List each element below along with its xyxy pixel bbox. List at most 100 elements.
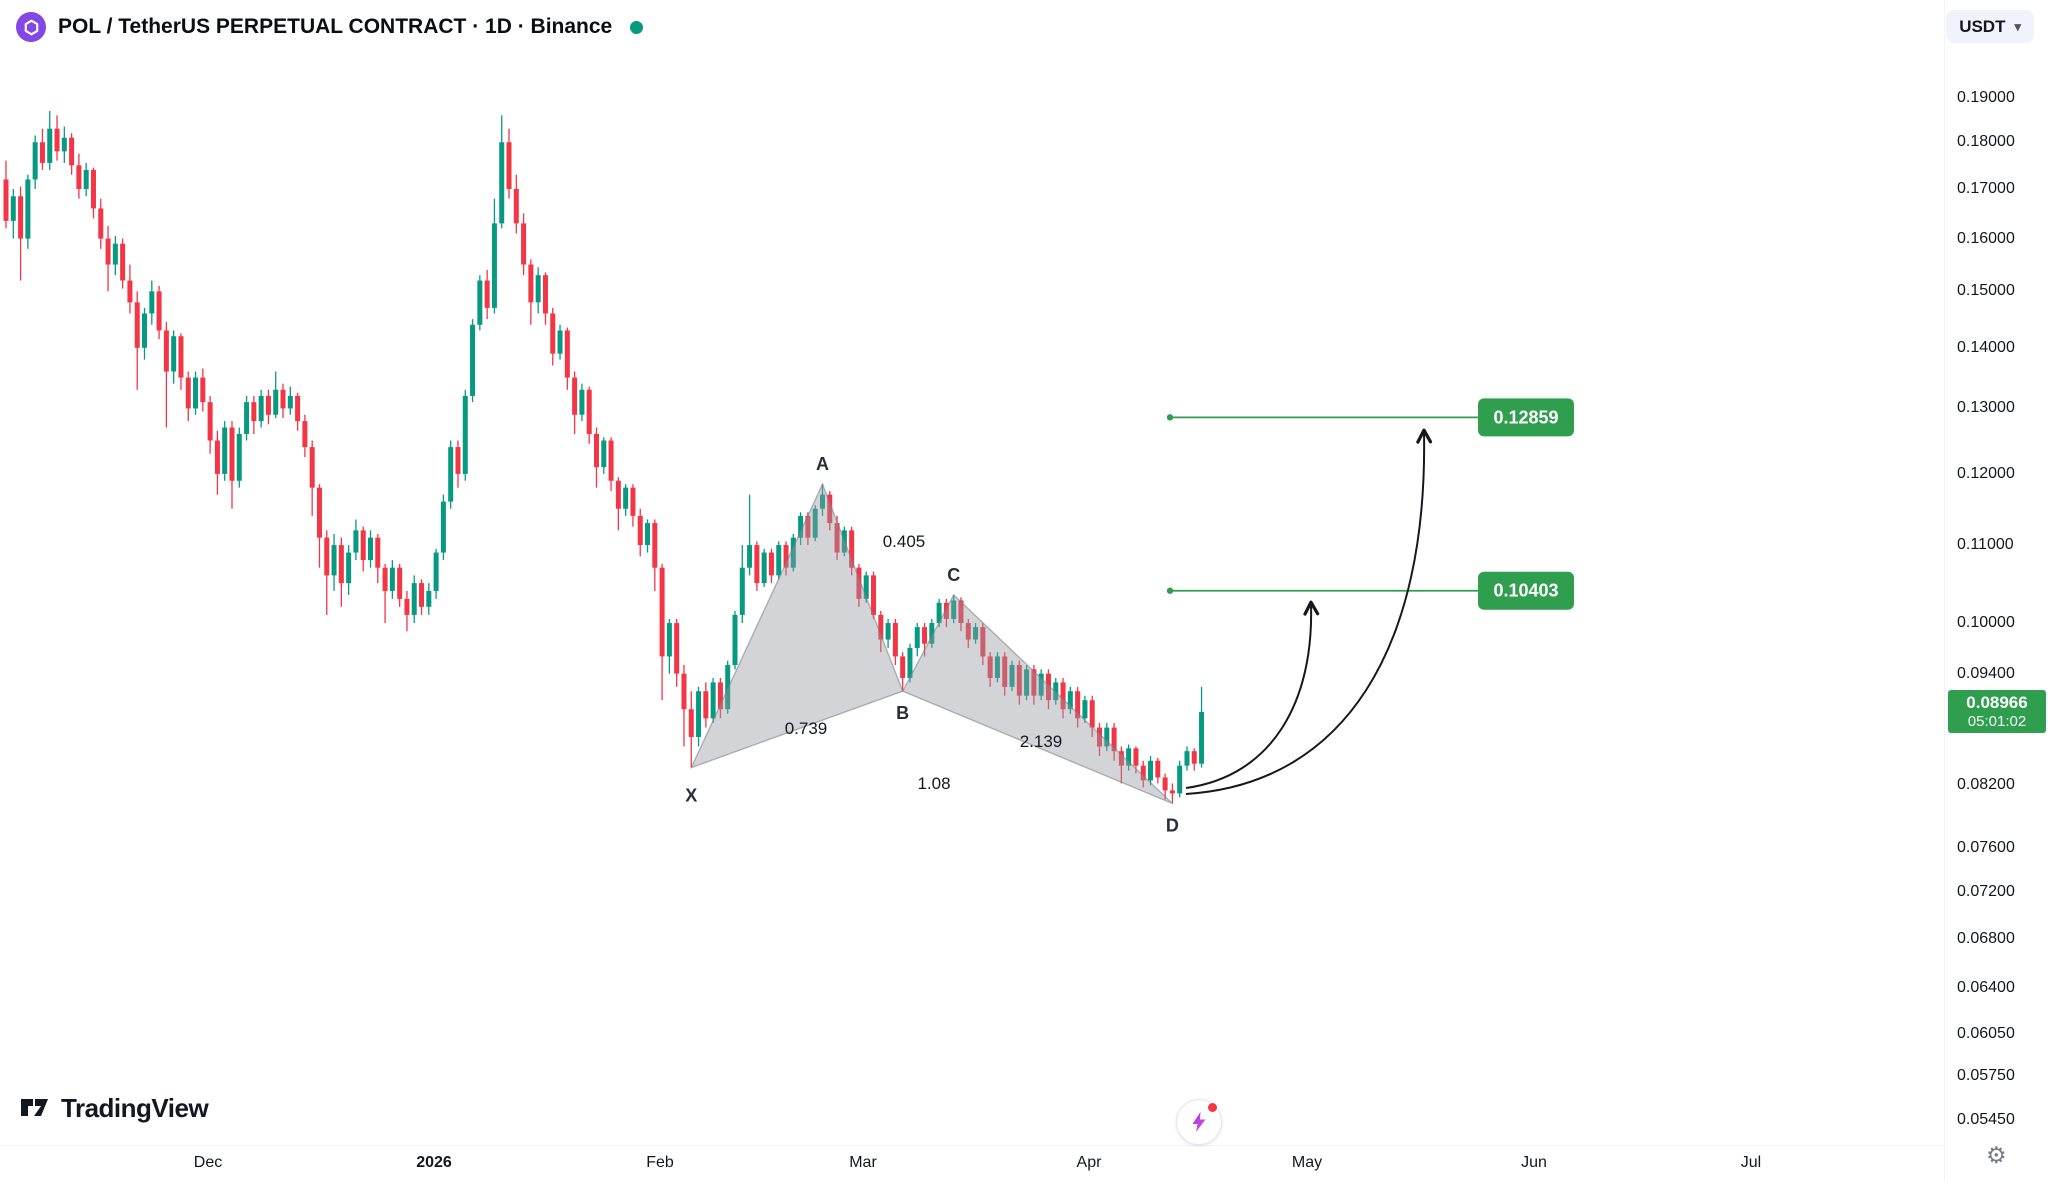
price-axis-label: 0.16000 (1957, 229, 2015, 247)
price-axis-label: 0.17000 (1957, 179, 2015, 197)
currency-selector[interactable]: USDT ▾ (1946, 10, 2034, 43)
candle-up (819, 494, 825, 509)
candle-down (1162, 777, 1168, 791)
candle-down (127, 280, 133, 303)
candle-down (871, 575, 877, 615)
candle-up (244, 402, 250, 434)
candle-down (965, 623, 971, 640)
price-target[interactable]: 0.10403 (1166, 571, 1574, 610)
candle-up (710, 682, 716, 719)
price-axis-label: 0.05450 (1957, 1110, 2015, 1128)
candle-down (324, 537, 330, 576)
xabcd-pattern[interactable]: X A B C D 0.405 0.739 1.08 2.139 (685, 454, 1179, 835)
candle-up (25, 179, 31, 239)
candle-down (827, 494, 833, 524)
candle-down (98, 208, 104, 239)
time-axis[interactable]: Dec 2026 Feb Mar Apr May Jun Jul (0, 1145, 1944, 1181)
candle-up (222, 427, 228, 474)
symbol-legend[interactable]: POL / TetherUS PERPETUAL CONTRACT · 1D ·… (16, 12, 644, 42)
candle-down (608, 440, 614, 481)
candle-down (805, 515, 811, 538)
candle-up (1148, 760, 1154, 781)
price-axis[interactable]: 0.08966 05:01:02 0.19000 0.18000 0.17000 0.… (1944, 0, 2048, 1181)
candle-down (338, 545, 344, 584)
candle-down (295, 395, 301, 422)
settings-gear-icon[interactable]: ⚙ (1986, 1142, 2007, 1168)
candle-down (892, 623, 898, 657)
candle-down (1191, 751, 1197, 764)
candle-up (462, 395, 468, 474)
candle-up (885, 623, 891, 640)
candle-down (564, 330, 570, 378)
candle-down (1089, 700, 1095, 728)
time-axis-label: Dec (193, 1154, 223, 1171)
candle-down (630, 487, 636, 516)
target-price-box[interactable] (1478, 398, 1574, 437)
candle-down (768, 552, 774, 576)
projection-arrow[interactable] (1185, 600, 1320, 789)
candle-down (90, 169, 96, 209)
target-price-label: 0.12859 (1493, 407, 1558, 427)
pattern-ratio-label: 0.739 (785, 719, 828, 738)
price-axis-label: 0.13000 (1957, 399, 2015, 417)
candle-up (331, 545, 337, 576)
candle-down (207, 402, 213, 441)
price-axis-label: 0.19000 (1957, 89, 2015, 106)
candle-down (943, 602, 949, 619)
pattern-triangle-bcd[interactable] (901, 593, 1173, 805)
candle-down (856, 567, 862, 599)
pattern-triangle-xab[interactable] (689, 482, 904, 769)
candle-down (1031, 669, 1037, 696)
candle-down (397, 567, 403, 599)
candle-down (652, 523, 658, 568)
candle-up (389, 567, 395, 591)
bar-countdown: 05:01:02 (1967, 713, 2027, 731)
candle-down (550, 313, 556, 354)
pattern-point-label: A (816, 454, 829, 474)
candle-up (258, 395, 264, 422)
tradingview-watermark[interactable]: TradingView (18, 1091, 209, 1125)
pattern-ratio-label: 0.405 (883, 532, 926, 551)
candle-up (907, 647, 913, 679)
candle-up (761, 552, 767, 584)
candle-up (477, 280, 483, 325)
candle-down (309, 447, 315, 488)
price-axis-label: 0.06050 (1957, 1025, 2015, 1043)
candle-up (951, 600, 957, 619)
candle-down (1111, 727, 1117, 752)
candle-up (994, 656, 1000, 679)
candle-down (229, 427, 235, 481)
current-price-badge: 0.08966 05:01:02 (1948, 690, 2046, 734)
candle-down (375, 537, 381, 568)
time-axis-label: Apr (1076, 1154, 1102, 1171)
candle-down (783, 545, 789, 568)
tradingview-watermark-text: TradingView (61, 1092, 209, 1123)
projection-arrow[interactable] (1185, 428, 1433, 795)
candle-up (747, 545, 753, 568)
candle-down (849, 530, 855, 568)
price-axis-label: 0.08200 (1957, 776, 2015, 794)
pattern-ratio-label: 2.139 (1020, 732, 1063, 751)
candle-down (958, 600, 964, 624)
spark-button[interactable] (1176, 1099, 1222, 1145)
candle-up (739, 567, 745, 615)
candle-up (83, 169, 89, 189)
price-target[interactable]: 0.12859 (1166, 398, 1574, 437)
candle-down (1133, 748, 1139, 766)
candle-up (776, 545, 782, 576)
candle-down (615, 480, 621, 509)
candle-down (419, 583, 425, 607)
candle-up (171, 336, 177, 372)
candle-down (69, 137, 75, 166)
target-price-box[interactable] (1478, 571, 1574, 610)
candle-down (54, 128, 60, 152)
candle-up (1082, 700, 1088, 719)
candle-down (484, 280, 490, 308)
candle-up (798, 515, 804, 538)
candle-down (1075, 691, 1081, 719)
chevron-down-icon: ▾ (2014, 19, 2021, 34)
candle-up (1067, 691, 1073, 710)
notification-dot (1208, 1103, 1217, 1112)
candles[interactable] (3, 111, 1205, 804)
